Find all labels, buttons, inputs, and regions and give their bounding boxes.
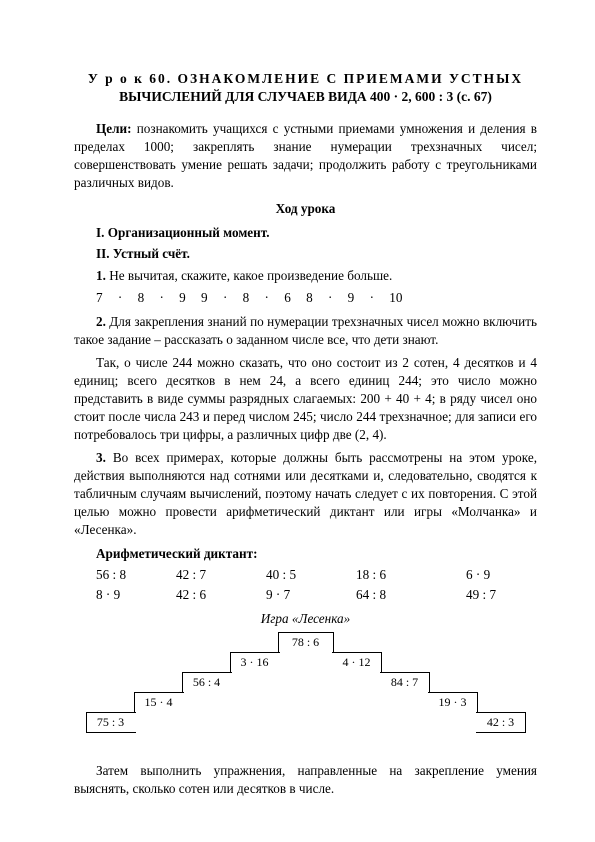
- dictant-cell: 49 : 7: [466, 586, 526, 604]
- dictant-cell: 56 : 8: [96, 566, 176, 584]
- goals-text: познакомить учащихся с устными приемами …: [74, 121, 537, 189]
- dictant-cell: 8 · 9: [96, 586, 176, 604]
- lesson-progress-heading: Ход урока: [74, 200, 537, 218]
- dictant-cell: 18 : 6: [356, 566, 466, 584]
- section-1: I. Организационный момент.: [74, 224, 537, 242]
- task-1-expressions: 7 · 8 · 9 9 · 8 · 6 8 · 9 · 10: [74, 289, 537, 307]
- dictant-cell: 40 : 5: [266, 566, 356, 584]
- task-2-label: 2.: [96, 314, 106, 329]
- dictant-heading: Арифметический диктант:: [74, 545, 537, 563]
- stairs-baseline: [86, 732, 136, 733]
- task-1-text: Не вычитая, скажите, какое произведение …: [106, 268, 392, 283]
- stairs-cell: 56 : 4: [182, 672, 232, 692]
- dictant-cell: 9 · 7: [266, 586, 356, 604]
- dictant-table: 56 : 842 : 740 : 518 : 66 · 9 8 · 942 : 6…: [74, 566, 537, 604]
- stairs-cell: 75 : 3: [86, 712, 136, 732]
- title-line-2: ВЫЧИСЛЕНИЙ ДЛЯ СЛУЧАЕВ ВИДА 400 · 2, 600…: [74, 88, 537, 106]
- task-3-label: 3.: [96, 450, 106, 465]
- dictant-row: 8 · 942 : 69 · 764 : 849 : 7: [74, 586, 537, 604]
- game-title: Игра «Лесенка»: [74, 610, 537, 628]
- section-2: II. Устный счёт.: [74, 245, 537, 263]
- task-2: 2. Для закрепления знаний по нумерации т…: [74, 313, 537, 349]
- stairs-baseline: [476, 732, 526, 733]
- dictant-row: 56 : 842 : 740 : 518 : 66 · 9: [74, 566, 537, 584]
- stairs-cell: 3 · 16: [230, 652, 280, 672]
- closing-paragraph: Затем выполнить упражнения, направленные…: [74, 762, 537, 798]
- lesson-title: У р о к 60. ОЗНАКОМЛЕНИЕ С ПРИЕМАМИ УСТН…: [74, 70, 537, 106]
- goals-label: Цели:: [96, 121, 132, 136]
- stairs-cell: 19 · 3: [428, 692, 478, 712]
- task-2-text: Для закрепления знаний по нумерации трех…: [74, 314, 537, 347]
- task-2-cont: Так, о числе 244 можно сказать, что оно …: [74, 354, 537, 443]
- task-3: 3. Во всех примерах, которые должны быть…: [74, 449, 537, 538]
- stairs-cell: 4 · 12: [332, 652, 382, 672]
- dictant-cell: 64 : 8: [356, 586, 466, 604]
- goals: Цели: познакомить учащихся с устными при…: [74, 120, 537, 191]
- stairs-cell: 78 : 6: [278, 632, 334, 652]
- stairs-cell: 84 : 7: [380, 672, 430, 692]
- task-1-label: 1.: [96, 268, 106, 283]
- stairs-cell: 15 · 4: [134, 692, 184, 712]
- title-line-1: У р о к 60. ОЗНАКОМЛЕНИЕ С ПРИЕМАМИ УСТН…: [74, 70, 537, 88]
- dictant-cell: 6 · 9: [466, 566, 526, 584]
- title-text-1: У р о к 60. ОЗНАКОМЛЕНИЕ С ПРИЕМАМИ УСТН…: [88, 71, 523, 86]
- task-1: 1. Не вычитая, скажите, какое произведен…: [74, 267, 537, 285]
- task-3-text: Во всех примерах, которые должны быть ра…: [74, 450, 537, 536]
- dictant-cell: 42 : 6: [176, 586, 266, 604]
- dictant-cell: 42 : 7: [176, 566, 266, 584]
- stairs-cell: 42 : 3: [476, 712, 526, 732]
- stairs-diagram: 78 : 63 · 1656 : 415 · 475 : 3 4 · 1284 :…: [76, 632, 536, 752]
